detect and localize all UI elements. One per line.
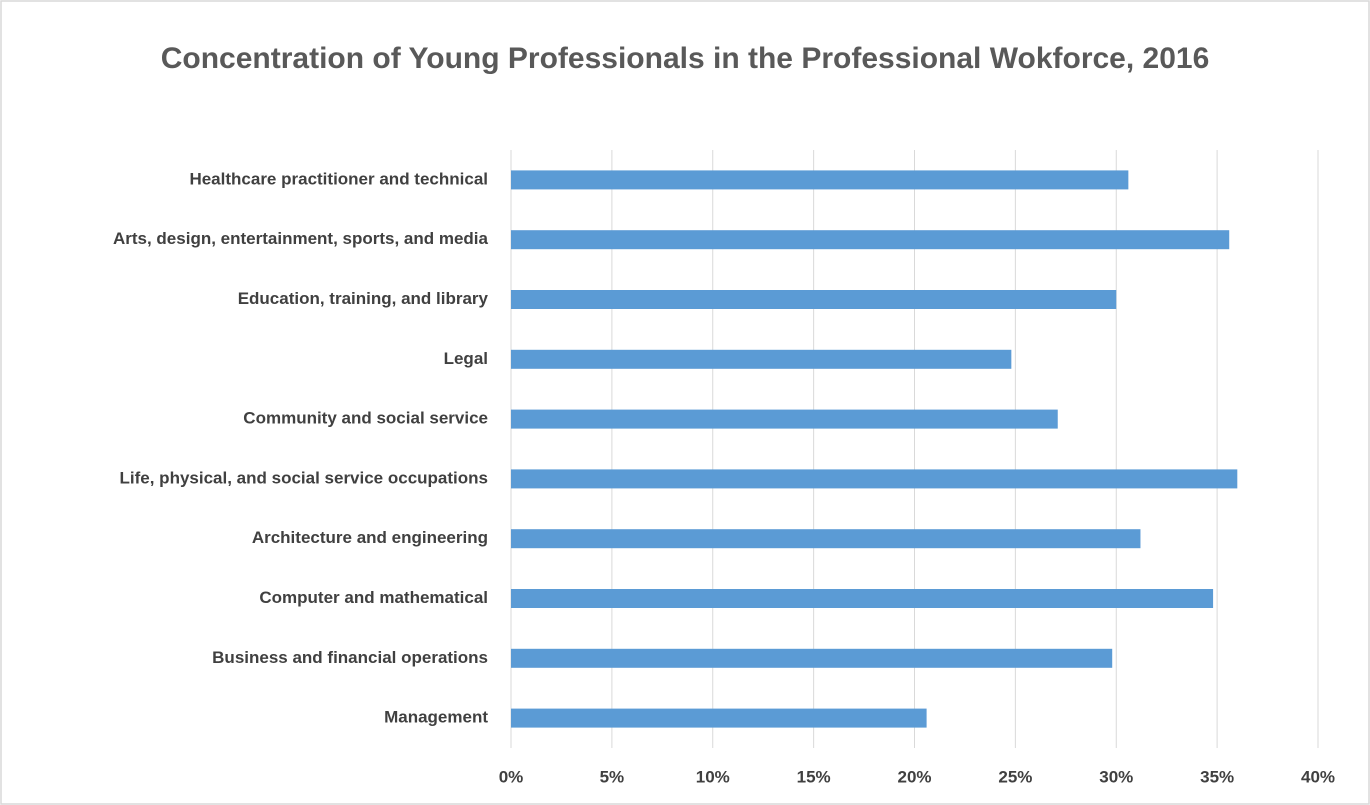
x-tick-label: 15% — [797, 767, 831, 786]
y-tick-label: Legal — [444, 349, 488, 368]
y-tick-label: Education, training, and library — [238, 289, 489, 308]
y-tick-label: Management — [384, 708, 488, 727]
x-tick-label: 40% — [1301, 767, 1335, 786]
bar — [511, 589, 1214, 608]
bar — [511, 708, 927, 728]
y-tick-label: Life, physical, and social service occup… — [120, 468, 488, 487]
bar — [511, 648, 1113, 668]
bar — [511, 290, 1117, 309]
x-tick-label: 5% — [600, 767, 625, 786]
y-tick-label: Community and social service — [243, 409, 488, 428]
x-tick-label: 0% — [499, 767, 524, 786]
bar — [511, 409, 1058, 429]
bar — [511, 529, 1141, 549]
chart-title: Concentration of Young Professionals in … — [160, 42, 1210, 75]
y-tick-label: Architecture and engineering — [252, 528, 488, 547]
bar — [511, 230, 1230, 250]
y-tick-label: Business and financial operations — [212, 648, 488, 667]
y-tick-label: Arts, design, entertainment, sports, and… — [113, 229, 489, 248]
x-tick-label: 30% — [1099, 767, 1133, 786]
x-tick-label: 25% — [998, 767, 1032, 786]
bar — [511, 349, 1012, 369]
x-tick-label: 20% — [897, 767, 931, 786]
x-tick-label: 10% — [696, 767, 730, 786]
x-tick-label: 35% — [1200, 767, 1234, 786]
y-tick-label: Computer and mathematical — [259, 588, 488, 607]
bar — [511, 170, 1129, 190]
bar — [511, 469, 1238, 489]
y-tick-label: Healthcare practitioner and technical — [189, 169, 488, 188]
